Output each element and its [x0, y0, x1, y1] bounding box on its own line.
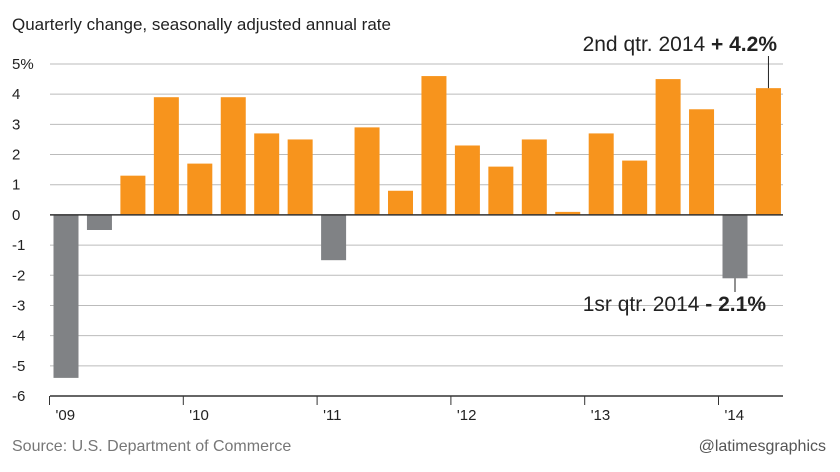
annotation-q2-2014: 2nd qtr. 2014 + 4.2% — [583, 33, 778, 56]
y-tick-label: 0 — [12, 207, 20, 224]
bar-2012-q3 — [521, 139, 547, 215]
bar-2011-q4 — [421, 76, 447, 215]
bar-2012-q1 — [454, 145, 480, 215]
bar-2010-q4 — [287, 139, 313, 215]
y-tick-label: 2 — [12, 147, 20, 164]
y-axis-ticks: 5% 4 3 2 1 0 -1 -2 -3 -4 -5 -6 — [12, 56, 34, 405]
bar-2013-q1 — [588, 133, 614, 215]
bar-2014-q1 — [722, 214, 748, 279]
bar-2011-q1 — [321, 214, 347, 261]
x-tick-label: '13 — [591, 407, 611, 424]
bar-2010-q1 — [187, 163, 213, 215]
y-tick-label: -3 — [12, 297, 25, 314]
bar-2014-q2 — [755, 88, 781, 215]
bar-2009-q4 — [153, 97, 179, 215]
chart-subtitle: Quarterly change, seasonally adjusted an… — [12, 15, 391, 34]
source-note: Source: U.S. Department of Commerce — [12, 438, 292, 455]
credit-note: @latimesgraphics — [698, 438, 826, 455]
bar-2009-q3 — [120, 175, 146, 215]
x-tick-label: '10 — [189, 407, 209, 424]
x-axis — [50, 214, 783, 397]
bar-2013-q2 — [622, 160, 648, 215]
annotation-q2-2014-label: 2nd qtr. 2014 — [583, 33, 711, 56]
x-axis-ticks: '09 '10 '11 '12 '13 '14 — [49, 396, 745, 424]
bar-2011-q3 — [388, 190, 413, 215]
bar-2011-q2 — [354, 127, 380, 215]
y-tick-label: 4 — [12, 86, 20, 103]
bar-2012-q2 — [488, 166, 514, 215]
y-tick-label: -1 — [12, 237, 25, 254]
x-tick-label: '09 — [56, 407, 76, 424]
x-tick-label: '12 — [457, 407, 477, 424]
y-tick-label: -6 — [12, 388, 25, 405]
y-tick-label: 5% — [12, 56, 34, 73]
annotations: 2nd qtr. 2014 + 4.2% 1sr qtr. 2014 - 2.1… — [583, 33, 778, 316]
x-tick-label: '14 — [725, 407, 745, 424]
annotation-q2-2014-value: + 4.2% — [711, 33, 777, 56]
y-tick-label: -4 — [12, 328, 25, 345]
bar-2013-q4 — [689, 109, 715, 215]
y-tick-label: -5 — [12, 358, 25, 375]
x-tick-label: '11 — [323, 407, 341, 424]
y-tick-label: 1 — [12, 177, 20, 194]
bar-2012-q4 — [555, 211, 581, 215]
annotation-q1-2014: 1sr qtr. 2014 - 2.1% — [583, 293, 767, 316]
y-tick-label: -2 — [12, 267, 25, 284]
bar-2009-q1 — [53, 214, 79, 378]
bars — [53, 76, 781, 378]
bar-2013-q3 — [655, 79, 681, 215]
y-tick-label: 3 — [12, 116, 20, 133]
bar-2009-q2 — [86, 214, 112, 230]
annotation-q1-2014-label: 1sr qtr. 2014 — [583, 293, 706, 316]
bar-2010-q2 — [220, 97, 246, 215]
bar-2010-q3 — [254, 133, 280, 215]
annotation-q1-2014-value: - 2.1% — [705, 293, 766, 316]
